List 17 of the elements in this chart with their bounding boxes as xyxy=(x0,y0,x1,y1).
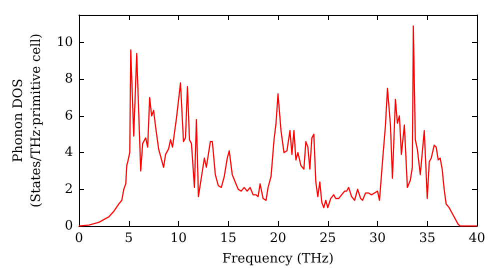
y-tick-label: 8 xyxy=(64,72,73,87)
y-tick-label: 2 xyxy=(64,182,73,197)
x-axis-title: Frequency (THz) xyxy=(222,252,334,266)
x-tick-label: 0 xyxy=(74,231,84,246)
y-tick-label: 0 xyxy=(64,218,73,234)
y-tick-label: 10 xyxy=(56,35,73,50)
x-tick-label: 15 xyxy=(220,231,237,246)
x-tick-label: 30 xyxy=(369,231,386,246)
x-tick-label: 25 xyxy=(319,231,336,246)
y-axis-title: Phonon DOS (States/THz·primitive cell) xyxy=(11,33,44,208)
x-tick-label: 10 xyxy=(170,231,187,246)
y-tick-label: 6 xyxy=(64,108,73,124)
x-tick-label: 5 xyxy=(124,231,133,246)
x-tick-label: 35 xyxy=(418,231,436,246)
x-tick-label: 40 xyxy=(468,231,486,246)
y-tick-label: 4 xyxy=(64,145,73,160)
x-tick-label: 20 xyxy=(270,231,286,246)
